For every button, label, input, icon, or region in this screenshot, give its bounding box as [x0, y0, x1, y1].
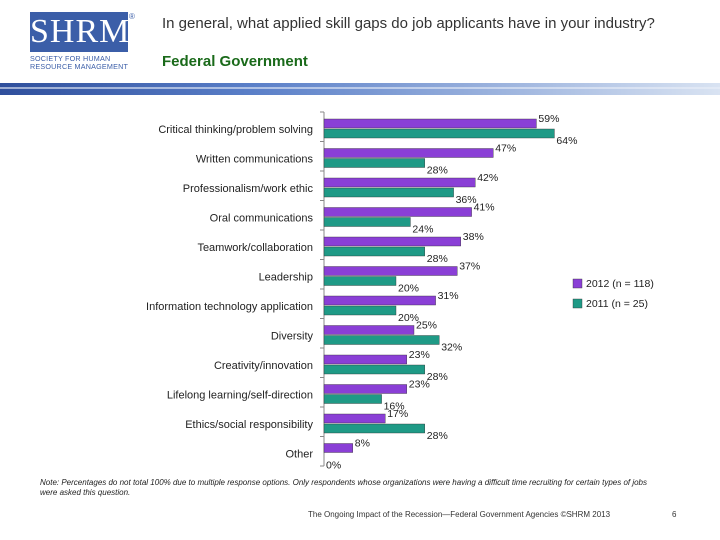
category-label: Written communications [196, 154, 314, 166]
legend-swatch-2011 [572, 298, 583, 309]
data-label: 8% [355, 438, 370, 450]
bar-2012 [323, 118, 537, 129]
bar-2012 [323, 177, 476, 188]
footer-text: The Ongoing Impact of the Recession—Fede… [308, 510, 611, 519]
data-label: 28% [427, 430, 448, 442]
bar-2012 [323, 295, 436, 306]
category-label: Professionalism/work ethic [183, 183, 314, 195]
data-label: 64% [556, 135, 577, 147]
data-label: 17% [387, 408, 408, 420]
data-label: 16% [384, 401, 405, 413]
logo-tagline: SOCIETY FOR HUMAN RESOURCE MANAGEMENT [30, 54, 129, 71]
slide-subtitle: Federal Government [162, 53, 308, 70]
data-label: 20% [398, 312, 419, 324]
shrm-logo: SHRM ® SOCIETY FOR HUMAN RESOURCE MANAGE… [30, 12, 135, 76]
data-label: 28% [427, 371, 448, 383]
bar-2012 [323, 236, 462, 247]
logo-registered-mark: ® [129, 12, 135, 21]
bar-2011 [323, 335, 440, 345]
bar-2012 [323, 266, 458, 276]
data-label: 59% [538, 113, 559, 125]
category-label: Diversity [271, 331, 314, 343]
slide-title: In general, what applied skill gaps do j… [162, 15, 655, 32]
data-label: 37% [459, 261, 480, 273]
category-label: Other [285, 449, 313, 461]
bar-2011 [323, 394, 382, 404]
bar-2012 [323, 384, 408, 394]
bar-2011 [323, 217, 411, 227]
page-number: 6 [672, 510, 677, 519]
data-label: 31% [438, 290, 459, 302]
bar-2011 [323, 364, 426, 375]
logo-wordmark: SHRM [30, 12, 131, 52]
legend-swatch-2012 [572, 278, 583, 289]
bar-2012 [323, 413, 386, 424]
data-label: 25% [416, 320, 437, 332]
bar-2011 [323, 128, 555, 139]
data-label: 20% [398, 283, 419, 295]
data-label: 38% [463, 231, 484, 243]
data-label: 28% [427, 165, 448, 177]
category-label: Leadership [259, 272, 313, 284]
legend-label: 2011 (n = 25) [586, 298, 648, 310]
data-label: 47% [495, 143, 516, 155]
category-label: Information technology application [146, 301, 313, 313]
bar-2011 [323, 246, 426, 257]
data-label: 23% [409, 349, 430, 361]
data-label: 36% [456, 194, 477, 206]
bar-2011 [323, 305, 397, 316]
data-label: 0% [326, 460, 341, 472]
bar-2012 [323, 325, 415, 335]
data-label: 42% [477, 172, 498, 184]
data-label: 24% [412, 224, 433, 236]
data-label: 32% [441, 342, 462, 354]
legend-label: 2012 (n = 118) [586, 278, 654, 290]
header-banner [0, 83, 720, 95]
category-label: Lifelong learning/self-direction [167, 390, 313, 402]
data-label: 28% [427, 253, 448, 265]
bar-2012 [323, 443, 353, 453]
bar-2012 [323, 148, 494, 158]
category-label: Creativity/innovation [214, 360, 313, 372]
bar-2012 [323, 354, 408, 365]
category-label: Oral communications [210, 213, 314, 225]
bar-2011 [323, 423, 426, 434]
category-label: Ethics/social responsibility [185, 419, 313, 431]
data-label: 23% [409, 379, 430, 391]
category-label: Teamwork/collaboration [197, 242, 313, 254]
bar-2011 [323, 276, 397, 286]
bar-2012 [323, 207, 472, 217]
bar-2011 [323, 187, 454, 198]
data-label: 41% [474, 202, 495, 214]
category-label: Critical thinking/problem solving [158, 124, 313, 136]
chart-note: Note: Percentages do not total 100% due … [40, 478, 648, 497]
bar-2011 [323, 158, 426, 168]
